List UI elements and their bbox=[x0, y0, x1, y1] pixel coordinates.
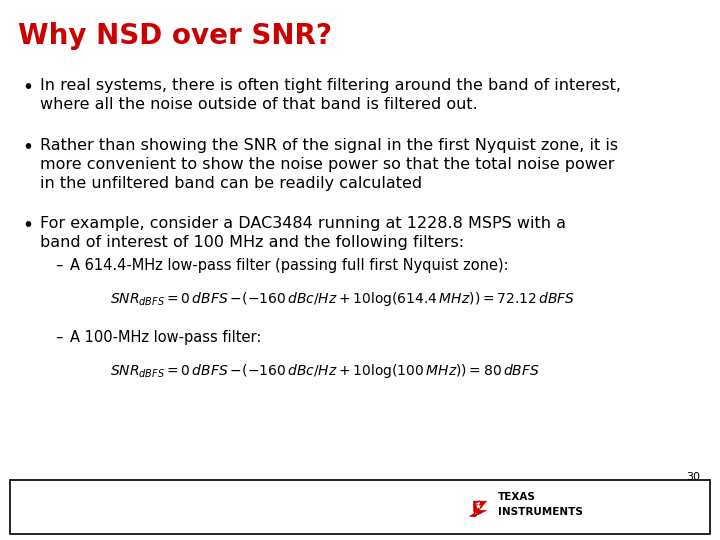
Text: 30: 30 bbox=[686, 472, 700, 482]
FancyBboxPatch shape bbox=[10, 480, 710, 534]
Text: •: • bbox=[22, 216, 33, 235]
Text: band of interest of 100 MHz and the following filters:: band of interest of 100 MHz and the foll… bbox=[40, 235, 464, 250]
Text: $SNR_{dBFS} = 0\,dBFS - \!\left(-160\,dBc/Hz + 10\log(614.4\,MHz)\right) = 72.12: $SNR_{dBFS} = 0\,dBFS - \!\left(-160\,dB… bbox=[110, 290, 575, 308]
Text: In real systems, there is often tight filtering around the band of interest,: In real systems, there is often tight fi… bbox=[40, 78, 621, 93]
Text: A 100-MHz low-pass filter:: A 100-MHz low-pass filter: bbox=[70, 330, 261, 345]
Text: •: • bbox=[22, 78, 33, 97]
Text: –: – bbox=[55, 258, 63, 273]
Polygon shape bbox=[469, 501, 487, 516]
Text: –: – bbox=[55, 330, 63, 345]
Text: in the unfiltered band can be readily calculated: in the unfiltered band can be readily ca… bbox=[40, 176, 422, 191]
Text: TEXAS: TEXAS bbox=[498, 492, 536, 502]
Text: •: • bbox=[22, 138, 33, 157]
Text: A 614.4-MHz low-pass filter (passing full first Nyquist zone):: A 614.4-MHz low-pass filter (passing ful… bbox=[70, 258, 508, 273]
Text: INSTRUMENTS: INSTRUMENTS bbox=[498, 507, 583, 517]
Text: more convenient to show the noise power so that the total noise power: more convenient to show the noise power … bbox=[40, 157, 614, 172]
Text: $SNR_{dBFS} = 0\,dBFS - \!\left(-160\,dBc/Hz + 10\log(100\,MHz)\right) = 80\,dBF: $SNR_{dBFS} = 0\,dBFS - \!\left(-160\,dB… bbox=[110, 362, 540, 380]
Text: For example, consider a DAC3484 running at 1228.8 MSPS with a: For example, consider a DAC3484 running … bbox=[40, 216, 566, 231]
Text: where all the noise outside of that band is filtered out.: where all the noise outside of that band… bbox=[40, 97, 478, 112]
Text: ★: ★ bbox=[474, 502, 482, 510]
Text: Why NSD over SNR?: Why NSD over SNR? bbox=[18, 22, 332, 50]
Text: Rather than showing the SNR of the signal in the first Nyquist zone, it is: Rather than showing the SNR of the signa… bbox=[40, 138, 618, 153]
